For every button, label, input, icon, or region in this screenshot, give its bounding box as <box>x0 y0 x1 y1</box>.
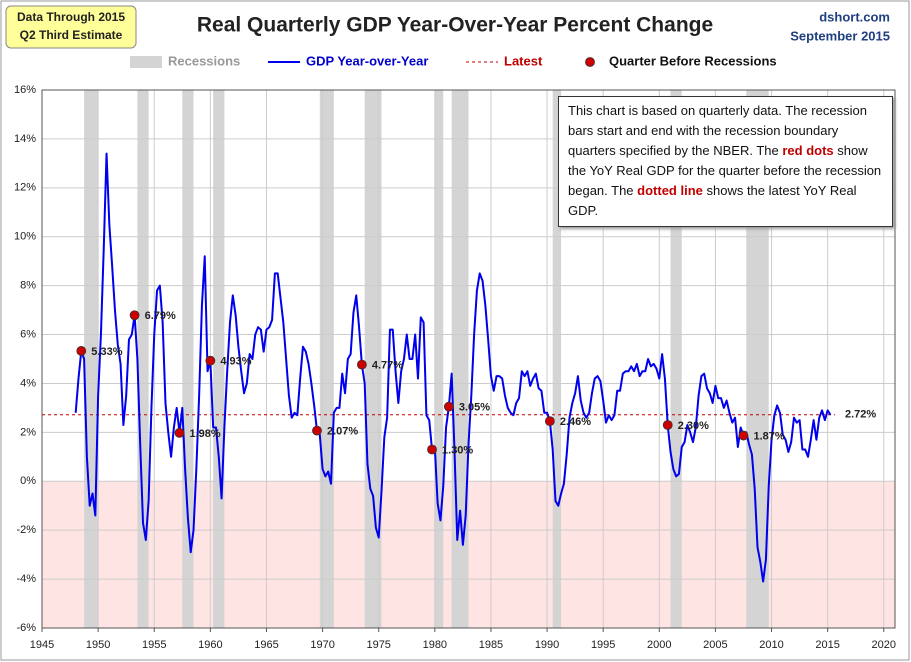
recession-bar <box>182 90 194 628</box>
recession-dot <box>312 425 322 436</box>
annotation: This chart is based on quarterly data. T… <box>558 96 893 227</box>
badge-line: Q2 Third Estimate <box>20 28 123 42</box>
recession-bar <box>213 90 225 628</box>
legend-label: Recessions <box>168 53 240 68</box>
badge-line: Data Through 2015 <box>17 10 125 24</box>
recession-bar <box>451 90 469 628</box>
x-tick-label: 1970 <box>310 639 334 651</box>
y-tick-label: -2% <box>16 524 36 536</box>
chart-title: Real Quarterly GDP Year-Over-Year Percen… <box>197 14 713 37</box>
recession-dot <box>174 427 185 438</box>
recession-dot <box>76 346 87 356</box>
x-tick-label: 1955 <box>142 639 166 651</box>
recession-bar <box>434 90 444 628</box>
x-tick-label: 2000 <box>647 639 671 651</box>
latest-label: 2.72% <box>845 409 876 421</box>
recession-bar <box>319 90 334 628</box>
y-tick-label: 16% <box>14 84 36 96</box>
x-tick-label: 1945 <box>30 639 54 651</box>
recession-dot <box>443 401 454 412</box>
x-tick-label: 1975 <box>366 639 390 651</box>
dot-label: 1.87% <box>753 430 784 442</box>
dot-label: 6.79% <box>145 310 176 322</box>
recession-bar <box>552 90 562 628</box>
y-tick-label: 8% <box>20 280 36 292</box>
y-tick-label: 12% <box>14 182 36 194</box>
x-tick-label: 2020 <box>872 639 896 651</box>
y-tick-label: 2% <box>20 426 36 438</box>
x-tick-label: 1965 <box>254 639 278 651</box>
x-tick-label: 1980 <box>423 639 447 651</box>
recession-bar <box>84 90 99 628</box>
note-text: red dots <box>782 143 834 158</box>
plot-border <box>41 89 896 629</box>
x-tick-label: 1950 <box>86 639 110 651</box>
dot-label: 4.93% <box>220 356 251 368</box>
legend-label: GDP Year-over-Year <box>306 53 428 68</box>
recession-dot <box>356 359 367 370</box>
source: September 2015 <box>790 28 890 43</box>
gdp-line <box>74 152 832 583</box>
legend-label: Quarter Before Recessions <box>609 53 777 68</box>
x-tick-label: 2015 <box>815 639 839 651</box>
dot-label: 1.98% <box>189 428 220 440</box>
x-tick-label: 1985 <box>479 639 503 651</box>
dot-label: 4.77% <box>372 360 403 372</box>
x-tick-label: 2005 <box>703 639 727 651</box>
dot-label: 2.30% <box>678 420 709 432</box>
note-text: This chart is based on quarterly data. T… <box>568 103 867 158</box>
recession-dot <box>427 444 437 455</box>
y-tick-label: 6% <box>20 328 36 340</box>
dot-label: 3.05% <box>459 402 490 414</box>
y-tick-label: -4% <box>16 573 36 585</box>
y-tick-label: 10% <box>14 231 36 243</box>
note-text: shows the latest YoY Real GDP. <box>568 183 857 218</box>
y-tick-label: 14% <box>14 133 36 145</box>
recession-bar <box>364 90 382 628</box>
recession-dot <box>129 310 140 321</box>
recession-bar <box>670 90 682 628</box>
recession-dot <box>544 416 555 427</box>
source: dshort.com <box>819 9 890 24</box>
y-tick-label: -6% <box>16 622 36 634</box>
dot-label: 5.33% <box>91 346 122 358</box>
recession-dot <box>205 355 216 366</box>
recession-dot <box>738 430 749 441</box>
legend-label: Latest <box>504 53 543 68</box>
note-text: show the YoY Real GDP for the quarter be… <box>568 143 882 198</box>
recession-dot <box>662 420 673 430</box>
x-tick-label: 1995 <box>591 639 615 651</box>
badge-box <box>5 5 137 49</box>
legend-swatch <box>130 56 162 68</box>
dot-label: 2.07% <box>327 426 358 438</box>
x-tick-label: 2010 <box>759 639 783 651</box>
x-tick-label: 1960 <box>198 639 222 651</box>
dot-label: 2.46% <box>560 416 591 428</box>
y-tick-label: 4% <box>20 377 36 389</box>
x-tick-label: 1990 <box>535 639 559 651</box>
recession-bar <box>137 90 149 628</box>
dot-label: 1.30% <box>442 444 473 456</box>
note-text: dotted line <box>637 183 703 198</box>
legend-swatch <box>585 57 595 67</box>
y-tick-label: 0% <box>20 475 36 487</box>
